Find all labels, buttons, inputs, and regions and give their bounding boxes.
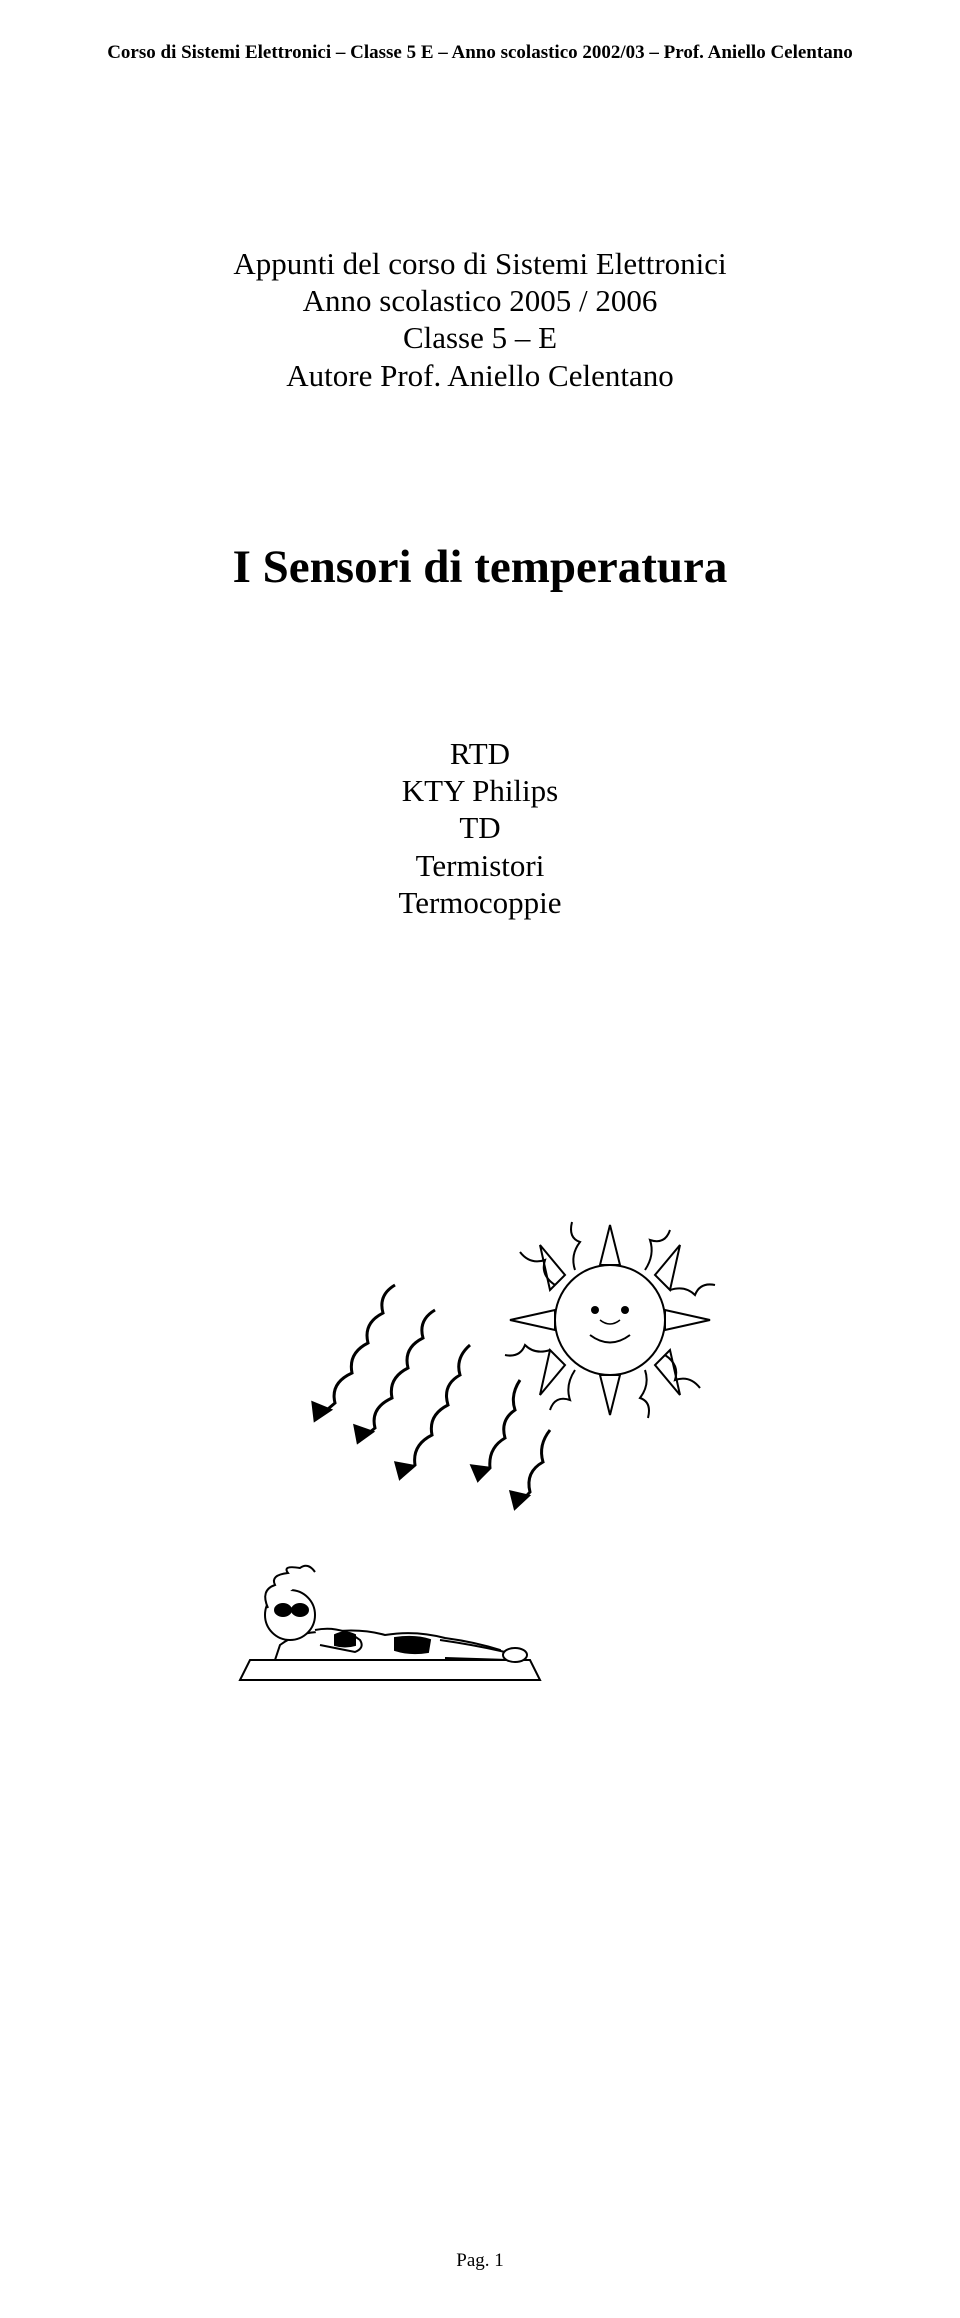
title-line-3: Classe 5 – E	[0, 319, 960, 356]
sun-illustration	[220, 1170, 780, 1730]
header-text: Corso di Sistemi Elettronici – Classe 5 …	[107, 42, 853, 63]
main-title: I Sensori di temperatura	[0, 540, 960, 594]
page-header: Corso di Sistemi Elettronici – Classe 5 …	[0, 42, 960, 64]
page-footer: Pag. 1	[0, 2250, 960, 2272]
page-number: Pag. 1	[456, 2250, 504, 2271]
topic-termocoppie: Termocoppie	[0, 884, 960, 921]
topic-kty: KTY Philips	[0, 772, 960, 809]
topic-td: TD	[0, 809, 960, 846]
title-block: Appunti del corso di Sistemi Elettronici…	[0, 245, 960, 394]
title-line-2: Anno scolastico 2005 / 2006	[0, 282, 960, 319]
title-line-1: Appunti del corso di Sistemi Elettronici	[0, 245, 960, 282]
topic-rtd: RTD	[0, 735, 960, 772]
topics-list: RTD KTY Philips TD Termistori Termocoppi…	[0, 735, 960, 921]
title-line-4: Autore Prof. Aniello Celentano	[0, 357, 960, 394]
topic-termistori: Termistori	[0, 847, 960, 884]
